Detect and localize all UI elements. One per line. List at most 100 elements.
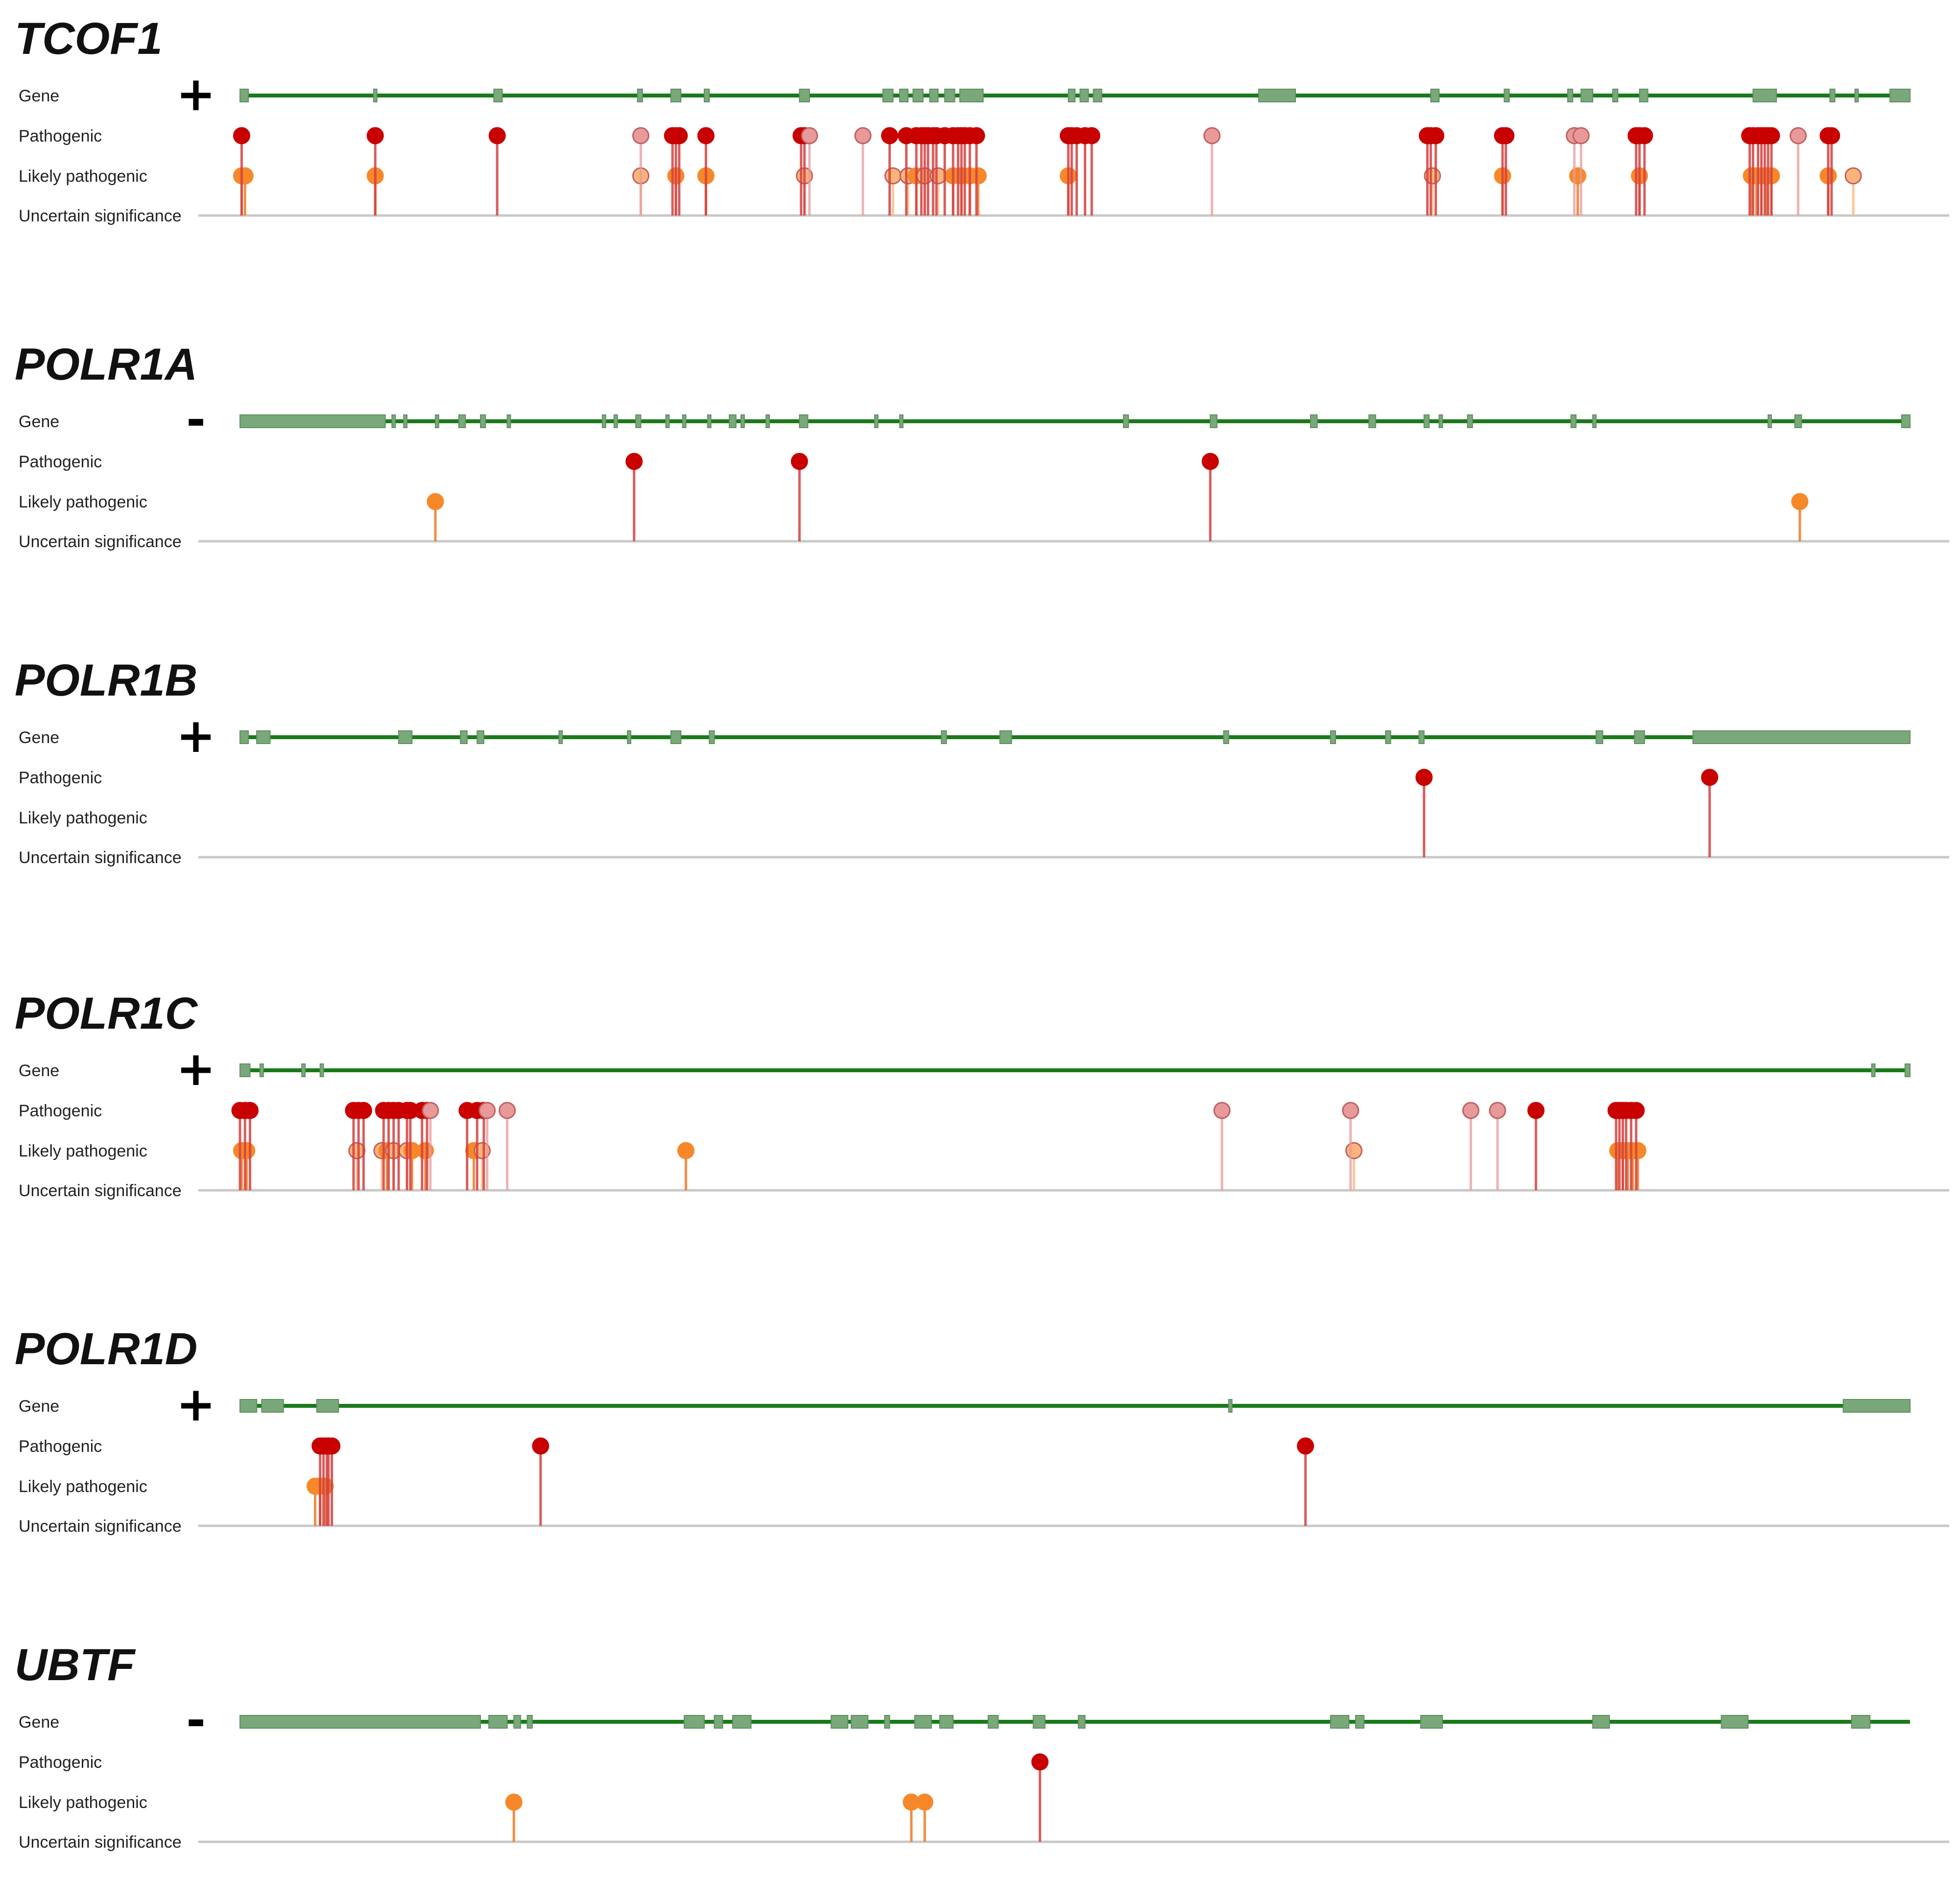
exon xyxy=(929,89,939,102)
exon xyxy=(670,730,682,744)
exon xyxy=(1692,730,1911,744)
likely-pathogenic-marker xyxy=(969,167,987,185)
exon xyxy=(912,89,924,102)
pathogenic-marker xyxy=(1342,1102,1360,1119)
exon xyxy=(944,89,956,102)
pathogenic-marker xyxy=(1489,1102,1506,1119)
exon xyxy=(1904,1063,1911,1077)
exon xyxy=(1223,730,1229,744)
row-label-gene: Gene xyxy=(19,1713,59,1732)
row-label-gene: Gene xyxy=(19,87,59,105)
pathogenic-marker xyxy=(670,127,688,145)
exon xyxy=(398,730,413,744)
row-label-likely-pathogenic: Likely pathogenic xyxy=(19,1793,147,1812)
pathogenic-marker xyxy=(233,127,250,145)
exon xyxy=(670,89,682,102)
exon xyxy=(1889,89,1911,102)
likely-pathogenic-marker xyxy=(916,1793,933,1811)
strand-symbol: - xyxy=(186,1693,206,1748)
exon xyxy=(601,414,606,428)
pathogenic-marker xyxy=(478,1102,496,1119)
row-label-gene: Gene xyxy=(19,1397,59,1416)
gene-title: POLR1C xyxy=(15,988,198,1038)
gene-panel-polr1c: POLR1C+ Gene Pathogenic Likely pathogenic Un… xyxy=(15,988,1949,1200)
exon xyxy=(714,1715,723,1729)
exon xyxy=(1592,1715,1610,1729)
exon xyxy=(316,1399,339,1413)
exon xyxy=(1752,89,1777,102)
exon xyxy=(1068,89,1076,102)
pathogenic-marker xyxy=(1823,127,1840,145)
exon xyxy=(391,414,396,428)
exon xyxy=(1504,89,1510,102)
exon xyxy=(851,1715,869,1729)
exon xyxy=(558,730,563,744)
exon xyxy=(1721,1715,1749,1729)
exon xyxy=(239,730,249,744)
exon xyxy=(635,414,642,428)
row-label-gene: Gene xyxy=(19,1061,59,1080)
exon xyxy=(1794,414,1802,428)
pathogenic-marker xyxy=(1636,127,1653,145)
exon xyxy=(1420,1715,1443,1729)
exon xyxy=(239,1063,251,1077)
row-label-gene: Gene xyxy=(19,412,59,431)
row-label-likely-pathogenic: Likely pathogenic xyxy=(19,1142,147,1160)
exon xyxy=(1385,730,1391,744)
exon xyxy=(1595,730,1603,744)
exon xyxy=(799,414,809,428)
row-label-pathogenic: Pathogenic xyxy=(19,453,102,471)
likely-pathogenic-marker xyxy=(1791,493,1809,510)
gene-panel-polr1d: POLR1D+ Gene Pathogenic Likely pathogenic Un… xyxy=(15,1324,1949,1536)
pathogenic-marker xyxy=(241,1102,259,1119)
pathogenic-marker xyxy=(1201,453,1219,470)
gene-panel-ubtf: UBTF- Gene Pathogenic Likely pathogenic Unce… xyxy=(15,1640,1949,1852)
row-label-likely-pathogenic: Likely pathogenic xyxy=(19,493,147,511)
pathogenic-marker xyxy=(632,127,649,145)
row-label-pathogenic: Pathogenic xyxy=(19,1753,102,1772)
pathogenic-marker xyxy=(1763,127,1780,145)
pathogenic-marker xyxy=(854,127,872,145)
exon xyxy=(506,414,511,428)
exon xyxy=(1768,414,1772,428)
exon xyxy=(373,89,378,102)
exon xyxy=(899,89,908,102)
exon xyxy=(1851,1715,1871,1729)
exon xyxy=(480,414,486,428)
exon xyxy=(319,1063,324,1077)
strand-symbol: + xyxy=(176,1377,215,1432)
pathogenic-marker xyxy=(1462,1102,1480,1119)
pathogenic-marker xyxy=(1701,769,1719,786)
exon xyxy=(301,1063,306,1077)
row-label-uncertain: Uncertain significance xyxy=(19,532,182,551)
exon xyxy=(1368,414,1376,428)
exon xyxy=(914,1715,932,1729)
row-label-uncertain: Uncertain significance xyxy=(19,1517,182,1536)
exon xyxy=(239,1715,481,1729)
exon xyxy=(941,730,947,744)
strand-symbol: - xyxy=(186,392,206,447)
gene-title: POLR1A xyxy=(15,339,197,389)
row-label-uncertain: Uncertain significance xyxy=(19,1833,182,1852)
row-label-pathogenic: Pathogenic xyxy=(19,1437,102,1456)
exon xyxy=(1438,414,1443,428)
likely-pathogenic-marker xyxy=(884,167,902,185)
exon xyxy=(1032,1715,1046,1729)
gene-title: TCOF1 xyxy=(15,14,163,64)
pathogenic-marker xyxy=(366,127,384,145)
pathogenic-marker xyxy=(488,127,506,145)
exon xyxy=(1355,1715,1364,1729)
exon xyxy=(1330,1715,1350,1729)
exon xyxy=(1467,414,1473,428)
pathogenic-marker xyxy=(323,1437,341,1455)
pathogenic-marker xyxy=(532,1437,550,1455)
exon xyxy=(999,730,1012,744)
pathogenic-marker xyxy=(625,453,643,470)
exon xyxy=(1901,414,1911,428)
exon xyxy=(732,1715,752,1729)
row-label-uncertain: Uncertain significance xyxy=(19,848,182,867)
exon xyxy=(884,1715,890,1729)
row-label-likely-pathogenic: Likely pathogenic xyxy=(19,167,147,186)
pathogenic-marker xyxy=(1031,1753,1049,1771)
